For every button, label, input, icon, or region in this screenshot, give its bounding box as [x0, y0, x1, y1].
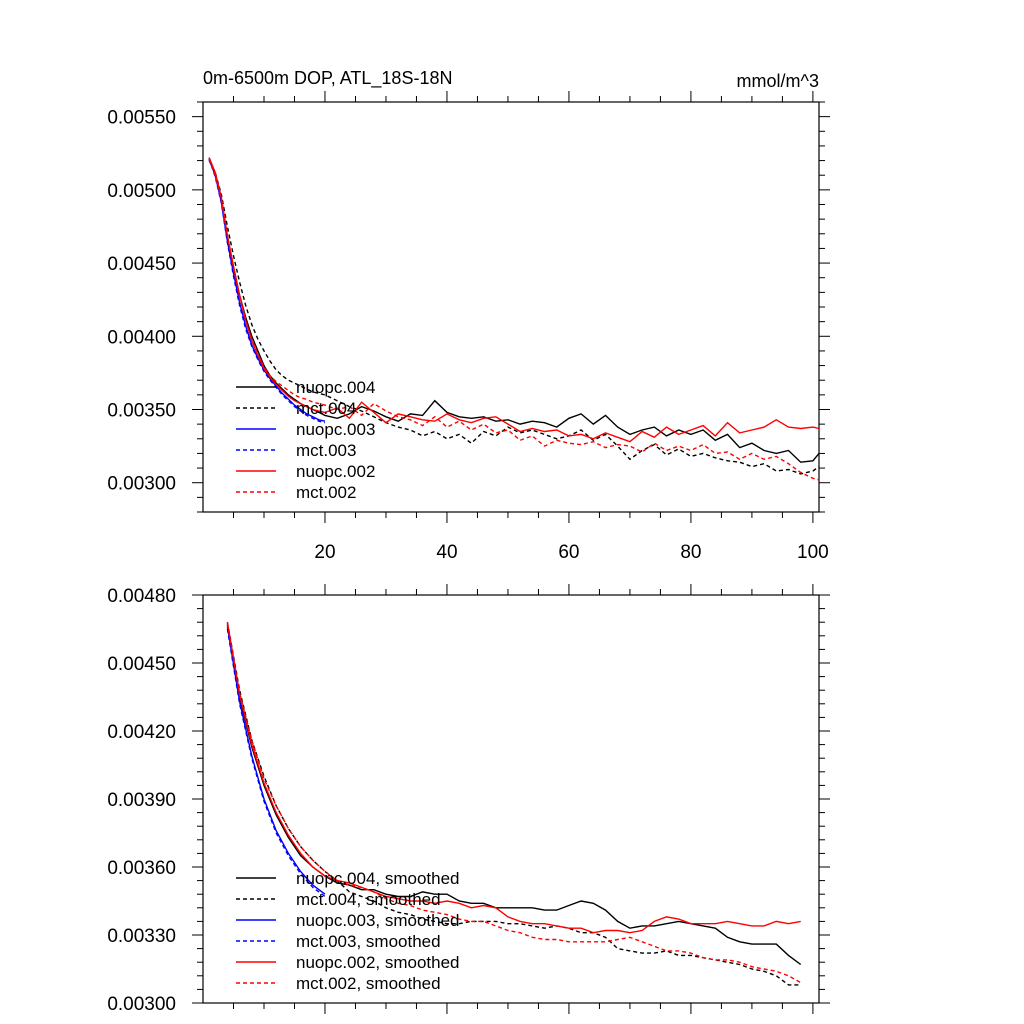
top-panel: 0m-6500m DOP, ATL_18S-18N mmol/m^3 0.003…	[107, 68, 830, 563]
x-tick-label: 100	[797, 542, 829, 563]
y-tick-label: 0.00360	[107, 858, 176, 879]
series-line	[226, 622, 801, 986]
series-line	[208, 158, 326, 424]
legend-label: nuopc.004	[296, 378, 375, 397]
y-tick-label: 0.00400	[107, 327, 176, 348]
legend-label: mct.002	[296, 483, 356, 502]
series-line	[226, 626, 326, 895]
series-line	[208, 157, 820, 443]
y-tick-label: 0.00550	[107, 108, 176, 129]
legend-label: mct.003, smoothed	[296, 932, 441, 951]
series-line	[226, 624, 802, 984]
y-tick-label: 0.00390	[107, 790, 176, 811]
legend-label: nuopc.004, smoothed	[296, 869, 460, 888]
y-tick-label: 0.00450	[107, 654, 176, 675]
legend-label: nuopc.003	[296, 420, 375, 439]
series-line	[226, 622, 801, 934]
y-tick-label: 0.00480	[107, 586, 176, 607]
series-line	[226, 628, 326, 898]
series-line	[208, 160, 820, 475]
chart-title: 0m-6500m DOP, ATL_18S-18N	[203, 68, 452, 89]
x-tick-label: 60	[558, 542, 579, 563]
y-tick-label: 0.00450	[107, 254, 176, 275]
bottom-panel: 0.00300 0.00330 0.00360 0.00390 0.00420 0.004…	[107, 584, 830, 1015]
legend-label: nuopc.002, smoothed	[296, 953, 460, 972]
y-tick-label: 0.00300	[107, 994, 176, 1015]
y-tick-label: 0.00420	[107, 722, 176, 743]
y-tick-label: 0.00350	[107, 401, 176, 422]
x-tick-label: 20	[314, 542, 335, 563]
legend-label: nuopc.002	[296, 462, 375, 481]
series-line	[208, 158, 820, 481]
legend-label: mct.004, smoothed	[296, 890, 441, 909]
legend-label: mct.004	[296, 399, 356, 418]
series-line	[208, 158, 326, 422]
x-tick-label: 40	[436, 542, 457, 563]
legend-label: nuopc.003, smoothed	[296, 911, 460, 930]
y-tick-label: 0.00300	[107, 474, 176, 495]
legend-label: mct.003	[296, 441, 356, 460]
legend-label: mct.002, smoothed	[296, 974, 441, 993]
y-tick-label: 0.00330	[107, 926, 176, 947]
units-label: mmol/m^3	[737, 71, 819, 91]
x-tick-label: 80	[680, 542, 701, 563]
y-tick-label: 0.00500	[107, 181, 176, 202]
